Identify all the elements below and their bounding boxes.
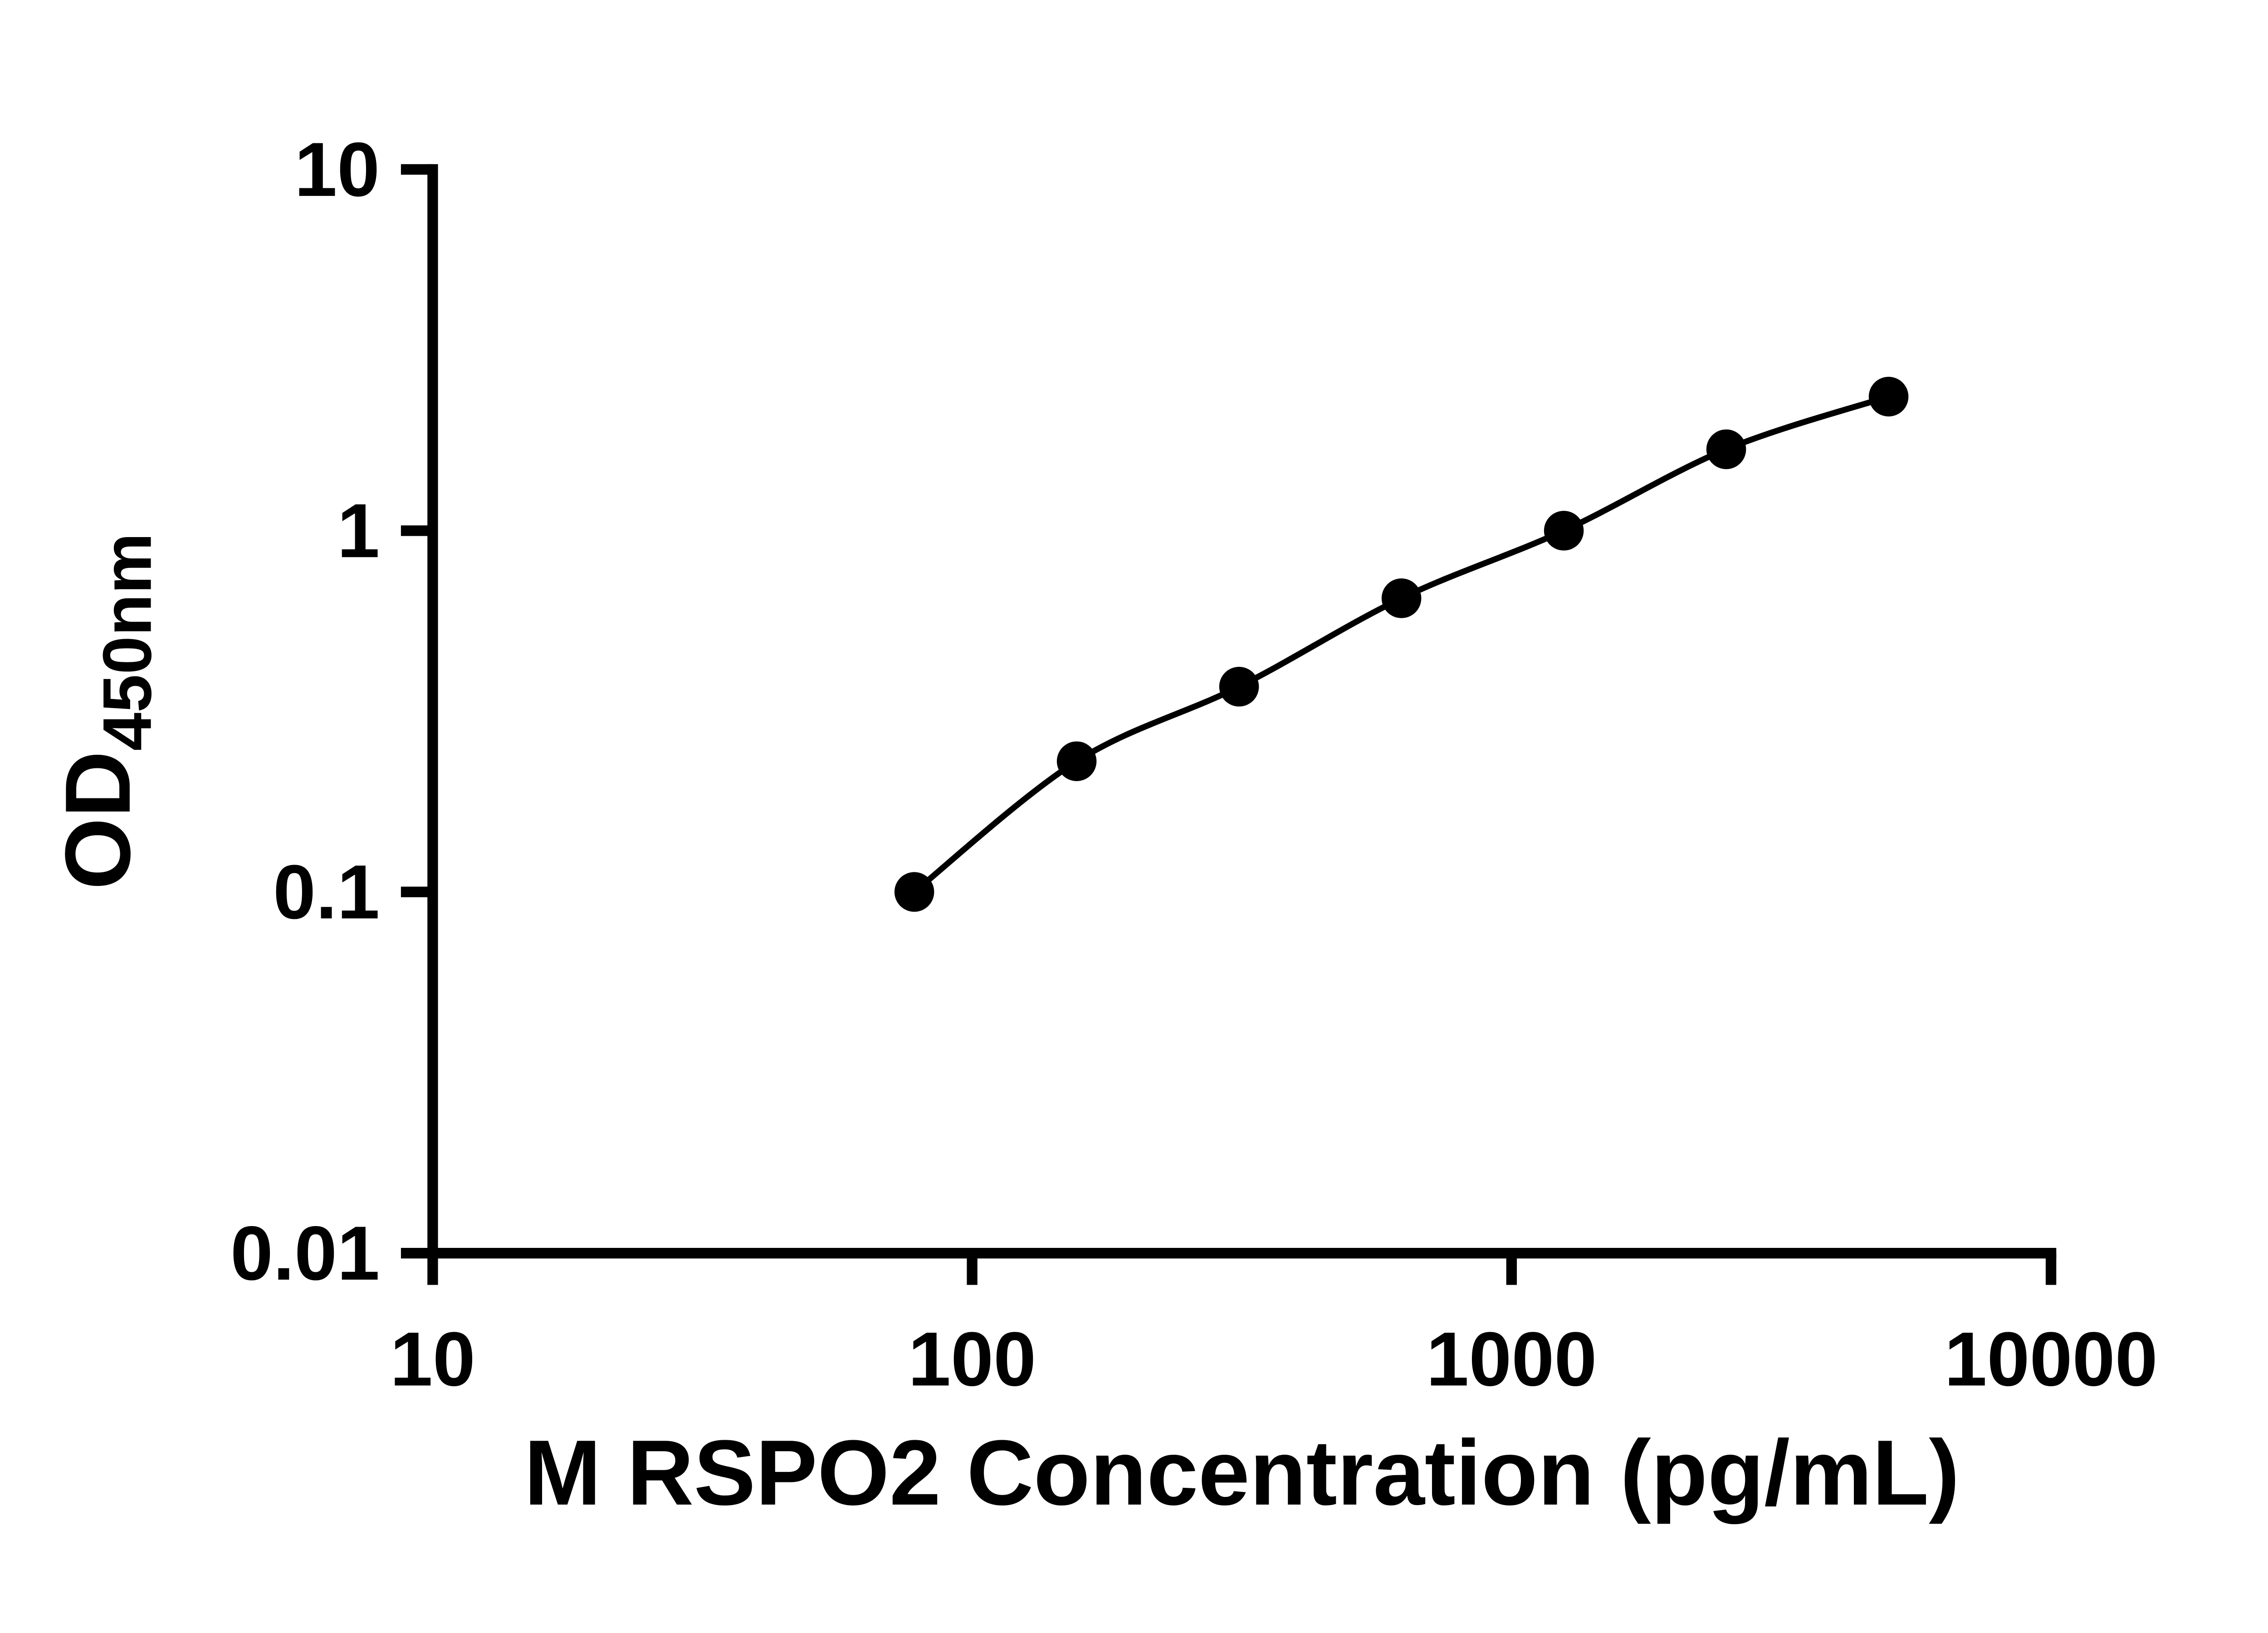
y-axis-title-main: OD — [46, 751, 150, 890]
fit-curve — [912, 394, 1890, 895]
data-series — [894, 376, 1909, 912]
y-tick-label: 0.1 — [273, 849, 380, 935]
x-tick-label: 1000 — [1426, 1316, 1597, 1402]
y-tick-label: 0.01 — [230, 1210, 380, 1296]
data-point — [1544, 511, 1584, 551]
axis-lines — [427, 164, 2057, 1259]
x-tick-label: 100 — [908, 1316, 1036, 1402]
data-point — [1706, 429, 1746, 469]
y-tick-label: 10 — [294, 127, 380, 212]
y-axis-title: OD450nm — [46, 533, 166, 890]
data-point — [894, 872, 934, 912]
y-axis-title-subscript: 450nm — [89, 533, 166, 751]
x-tick-label: 10 — [390, 1316, 475, 1402]
y-tick-label: 1 — [337, 488, 380, 573]
x-axis-title: M RSPO2 Concentration (pg/mL) — [524, 1421, 1960, 1525]
data-point — [1056, 741, 1097, 781]
x-tick-label: 10000 — [1944, 1316, 2157, 1402]
axes: 10 100 1000 10000 0.01 0.1 1 10 — [230, 127, 2158, 1402]
data-point — [1868, 376, 1909, 417]
data-point — [1381, 578, 1422, 618]
data-point — [1219, 667, 1259, 707]
